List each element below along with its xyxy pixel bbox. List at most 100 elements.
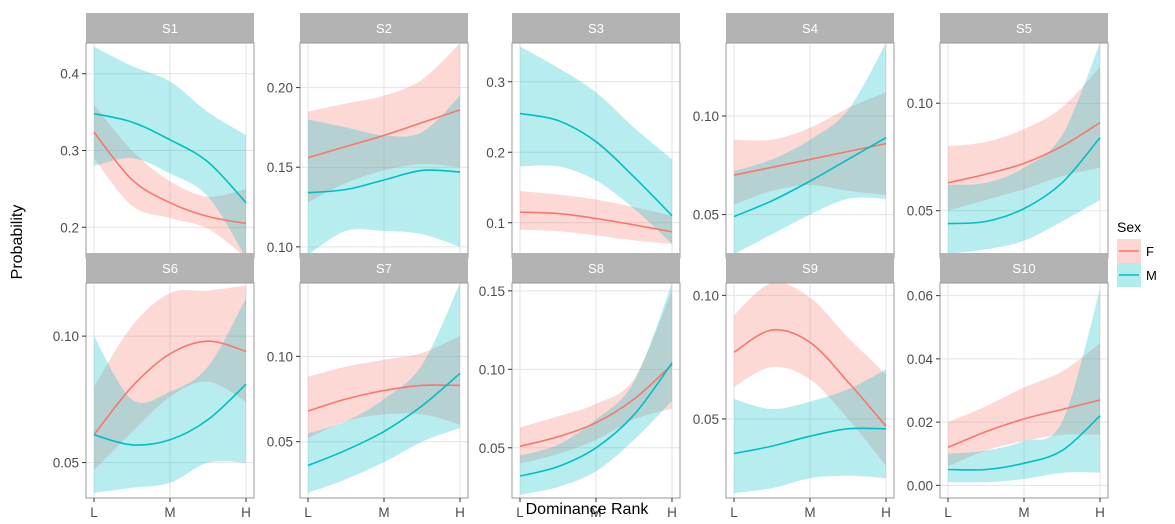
line-f	[519, 211, 673, 233]
x-axis-title: Dominance Rank	[526, 501, 650, 518]
y-tick-label: 0.05	[53, 456, 79, 471]
y-tick-label: 0.05	[693, 208, 719, 223]
y-tick-label: 0.20	[267, 81, 293, 96]
panel-strip	[300, 13, 468, 43]
ribbon-m	[520, 283, 672, 495]
y-tick-label: 0.3	[60, 144, 79, 159]
line-f	[93, 131, 247, 225]
y-tick-label: 0.15	[267, 160, 293, 175]
panel-strip	[726, 253, 894, 283]
y-tick-label: 0.05	[267, 435, 293, 450]
y-tick-label: 0.10	[53, 329, 79, 344]
panel-s10: S10 0.00 0.02 0.04 0.06 L M H	[907, 253, 1109, 520]
x-tick-label: L	[304, 505, 312, 519]
line-m	[307, 372, 461, 467]
x-tick-label: L	[944, 505, 952, 519]
legend-title: Sex	[1117, 219, 1141, 235]
y-tick-label: 0.06	[907, 289, 933, 304]
y-tick-label: 0.10	[693, 288, 719, 303]
ribbon-f	[520, 290, 672, 464]
legend-item-m: M	[1117, 263, 1157, 287]
panel-strip	[940, 13, 1108, 43]
panel-s8: S8 0.05 0.10 0.15 L M H	[479, 253, 681, 520]
y-tick-label: 0.1	[486, 216, 505, 231]
line-f	[519, 364, 673, 447]
x-tick-label: M	[164, 505, 175, 519]
ribbon-f	[308, 335, 460, 439]
panel-s4: S4 0.05 0.10	[693, 13, 895, 262]
panel-title: S3	[588, 21, 604, 36]
x-tick-label: H	[1095, 505, 1105, 519]
y-tick-label: 0.00	[907, 478, 933, 493]
ribbon-m	[308, 283, 460, 493]
y-tick-label: 0.2	[60, 220, 79, 235]
x-tick-label: M	[1018, 505, 1029, 519]
y-tick-label: 0.05	[693, 412, 719, 427]
y-tick-label: 0.10	[267, 240, 293, 255]
x-tick-label: H	[881, 505, 891, 519]
panel-strip	[940, 253, 1108, 283]
line-m	[307, 169, 461, 194]
line-m	[519, 362, 673, 477]
panel-strip	[86, 13, 254, 43]
y-tick-label: 0.10	[479, 362, 505, 377]
line-m	[733, 137, 887, 218]
line-f	[93, 340, 247, 436]
y-tick-label: 0.10	[693, 109, 719, 124]
ribbon-f	[734, 92, 886, 205]
line-f	[733, 142, 887, 176]
panel-title: S6	[162, 261, 178, 276]
panel-s1: S1 0.2 0.3 0.4	[60, 13, 255, 262]
y-tick-label: 0.05	[907, 204, 933, 219]
legend-item-f: F	[1117, 239, 1154, 263]
line-m	[519, 112, 673, 217]
x-tick-label: L	[90, 505, 98, 519]
panel-strip	[86, 253, 254, 283]
legend-label-f: F	[1146, 244, 1154, 259]
panel-title: S8	[588, 261, 604, 276]
line-f	[733, 328, 887, 427]
ribbon-f	[94, 285, 246, 471]
legend: Sex F M	[1117, 219, 1157, 287]
x-tick-label: H	[241, 505, 251, 519]
panel-s5: S5 0.05 0.10	[907, 13, 1109, 262]
line-m	[93, 383, 247, 446]
ribbon-m	[948, 289, 1100, 483]
panel-strip	[300, 253, 468, 283]
line-m	[947, 415, 1101, 471]
panel-s3: S3 0.1 0.2 0.3	[486, 13, 681, 262]
y-tick-label: 0.15	[479, 284, 505, 299]
x-tick-label: M	[378, 505, 389, 519]
panel-s6: S6 0.05 0.10 L M H	[53, 253, 255, 520]
ribbon-f	[520, 191, 672, 244]
ribbon-f	[734, 282, 886, 466]
ribbon-m	[94, 46, 246, 258]
panel-s2: S2 0.10 0.15 0.20	[267, 13, 469, 262]
y-tick-label: 0.05	[479, 441, 505, 456]
panels-layer: S1 0.2 0.3 0.4 S2 0.10 0.15 0.20 S3 0.1 0.2 0.3 S4 0.…	[53, 13, 1109, 520]
panel-title: S1	[162, 21, 178, 36]
panel-strip	[512, 253, 680, 283]
line-m	[947, 137, 1101, 225]
x-tick-label: M	[590, 505, 601, 519]
line-f	[307, 384, 461, 412]
panel-s7: S7 0.05 0.10 L M H	[267, 253, 469, 520]
y-tick-label: 0.3	[486, 75, 505, 90]
ribbon-f	[94, 104, 246, 259]
legend-label-m: M	[1146, 268, 1157, 283]
line-m	[733, 427, 887, 455]
panel-title: S7	[376, 261, 392, 276]
panel-title: S4	[802, 21, 818, 36]
y-tick-label: 0.04	[907, 352, 934, 367]
y-tick-label: 0.02	[907, 415, 933, 430]
panel-title: S5	[1016, 21, 1032, 36]
x-tick-label: L	[730, 505, 738, 519]
panel-title: S2	[376, 21, 392, 36]
ribbon-m	[948, 43, 1100, 254]
panel-s9: S9 0.05 0.10 L M H	[693, 253, 895, 520]
ribbon-m	[520, 46, 672, 244]
x-tick-label: L	[516, 505, 524, 519]
y-axis-title: Probability	[9, 205, 26, 280]
